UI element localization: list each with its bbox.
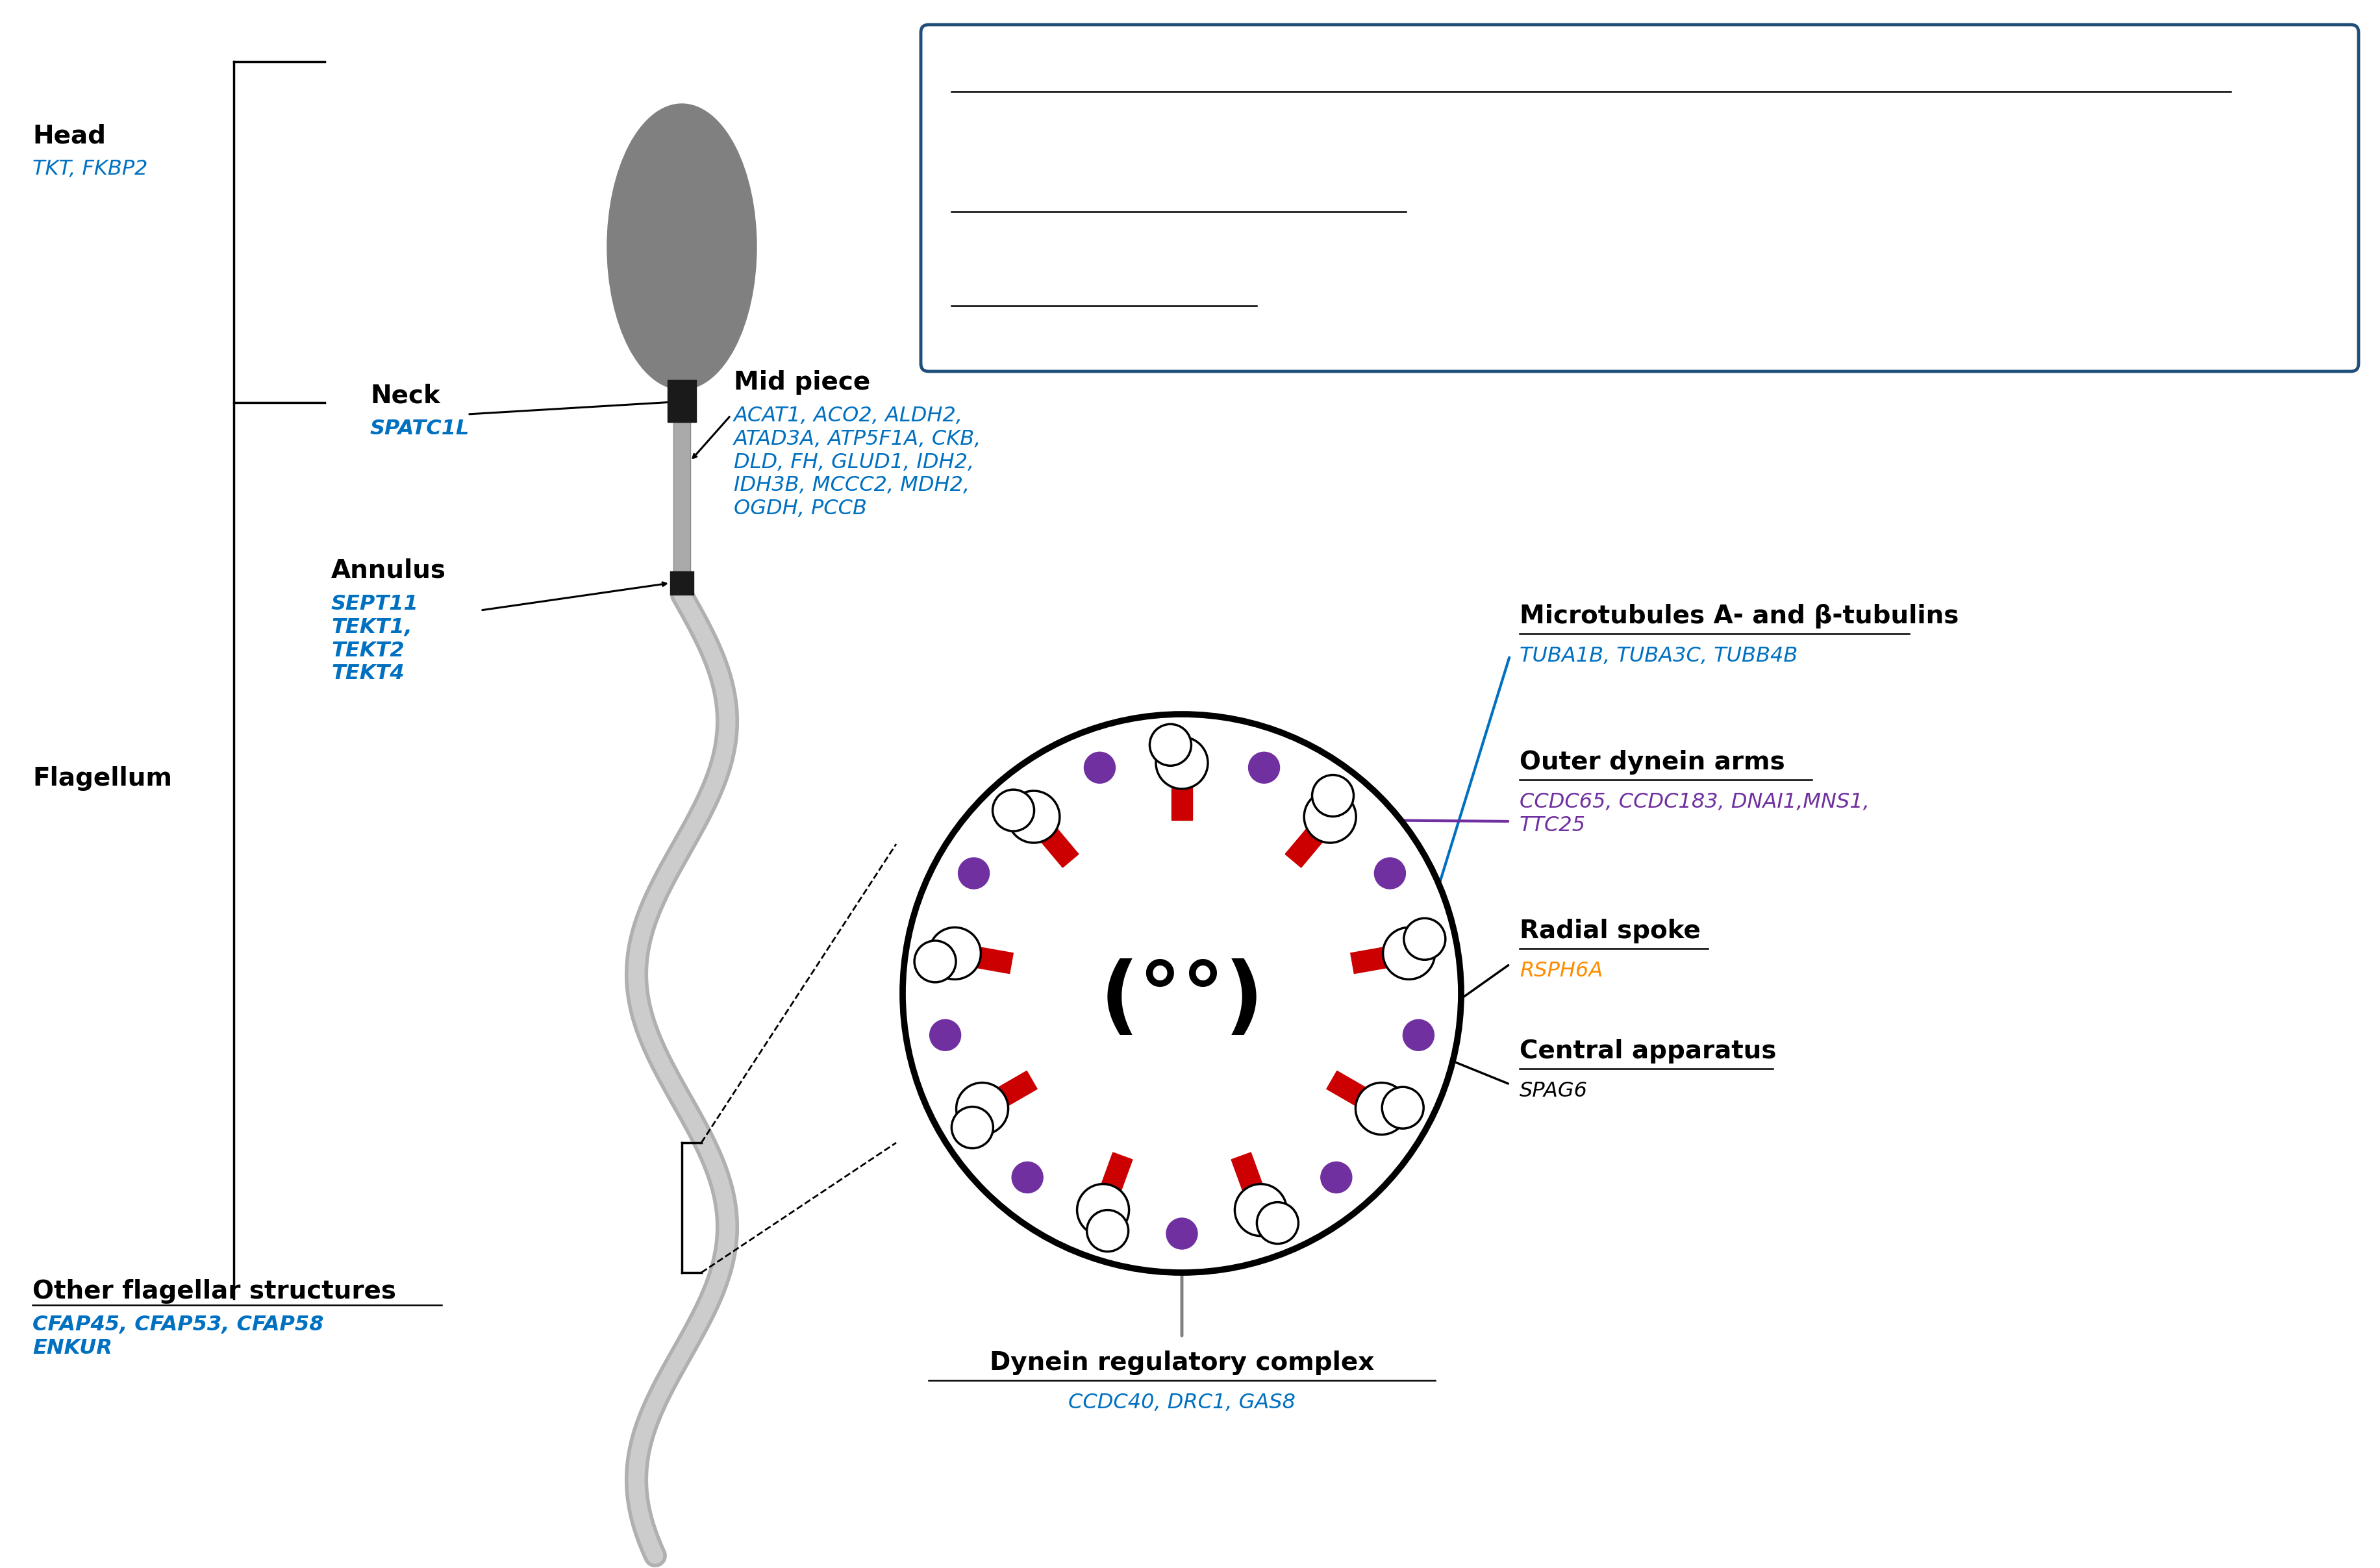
Circle shape [1373, 858, 1404, 889]
Text: TUBA1B, TUBA3C, TUBB4B: TUBA1B, TUBA3C, TUBB4B [1518, 646, 1797, 666]
Text: Neck: Neck [369, 383, 440, 408]
Circle shape [1383, 1087, 1423, 1129]
Text: Protein synthesis, folding and turnover, stress response: Protein synthesis, folding and turnover,… [952, 61, 1752, 86]
Circle shape [914, 941, 957, 982]
Text: Other flagellar structures: Other flagellar structures [33, 1279, 395, 1303]
Circle shape [1354, 1082, 1407, 1135]
Circle shape [1402, 1019, 1433, 1051]
Bar [666, 379, 695, 422]
Polygon shape [1230, 1152, 1271, 1214]
Ellipse shape [607, 103, 757, 389]
Circle shape [1383, 927, 1435, 980]
Text: Flagellum: Flagellum [33, 767, 171, 790]
Circle shape [902, 713, 1461, 1273]
Circle shape [1012, 1162, 1042, 1193]
Circle shape [1157, 737, 1207, 789]
Circle shape [1235, 1184, 1285, 1236]
Circle shape [1088, 1210, 1128, 1251]
Circle shape [957, 1082, 1009, 1135]
Text: SPAG6: SPAG6 [1518, 1080, 1587, 1101]
Circle shape [1257, 1203, 1297, 1243]
Polygon shape [1285, 811, 1338, 867]
Text: Ion and lipid binding: Ion and lipid binding [952, 182, 1245, 207]
Text: APOA1, APOA2, EFHC1, EFHC2, FABP4, PDE7A, TF: APOA1, APOA2, EFHC1, EFHC2, FABP4, PDE7A… [952, 224, 1466, 245]
Circle shape [1076, 1184, 1128, 1236]
Text: Signal transduction: Signal transduction [952, 276, 1230, 301]
Text: Microtubules A- and β-tubulins: Microtubules A- and β-tubulins [1518, 604, 1959, 629]
Circle shape [1304, 790, 1357, 842]
Text: ACAT1, ACO2, ALDH2,
ATAD3A, ATP5F1A, CKB,
DLD, FH, GLUD1, IDH2,
IDH3B, MCCC2, MD: ACAT1, ACO2, ALDH2, ATAD3A, ATP5F1A, CKB… [733, 406, 981, 519]
Text: Dynein regulatory complex: Dynein regulatory complex [990, 1350, 1373, 1375]
Circle shape [1321, 1162, 1352, 1193]
Polygon shape [1171, 764, 1192, 820]
Text: SEPT11
TEKT1,
TEKT2
TEKT4: SEPT11 TEKT1, TEKT2 TEKT4 [331, 594, 419, 684]
Polygon shape [1326, 1071, 1385, 1118]
Circle shape [1083, 753, 1114, 784]
Text: CCT2, CCT7, CNDP2, DNAJB13, HSPA8, HSPA9, HSC70,: CCT2, CCT7, CNDP2, DNAJB13, HSPA8, HSPA9… [952, 103, 1516, 124]
Circle shape [931, 1019, 962, 1051]
Text: Central apparatus: Central apparatus [1518, 1040, 1775, 1063]
Circle shape [1166, 1218, 1197, 1250]
Circle shape [928, 927, 981, 980]
Text: TKT, FKBP2: TKT, FKBP2 [33, 158, 148, 179]
Bar [674, 422, 690, 585]
Text: Head: Head [33, 124, 105, 147]
Circle shape [1404, 919, 1445, 960]
Polygon shape [976, 1071, 1038, 1118]
Circle shape [952, 1107, 992, 1148]
Polygon shape [1092, 1152, 1133, 1214]
Circle shape [1007, 790, 1059, 842]
Polygon shape [1349, 942, 1411, 974]
Text: RSPH6A: RSPH6A [1518, 961, 1602, 982]
Polygon shape [1026, 811, 1078, 867]
Text: Radial spoke: Radial spoke [1518, 919, 1699, 944]
Text: CCDC65, CCDC183, DNAI1,MNS1,
TTC25: CCDC65, CCDC183, DNAI1,MNS1, TTC25 [1518, 792, 1868, 836]
Text: CFAP45, CFAP53, CFAP58
ENKUR: CFAP45, CFAP53, CFAP58 ENKUR [33, 1316, 324, 1358]
Text: HSP90B1, HSPD1, PDIA3, PSMC5, PSMC6, THOP1: HSP90B1, HSPD1, PDIA3, PSMC5, PSMC6, THO… [952, 136, 1459, 157]
FancyBboxPatch shape [921, 25, 2359, 372]
Circle shape [1150, 724, 1190, 765]
Text: (°°): (°°) [1100, 958, 1264, 1041]
Circle shape [1247, 753, 1280, 784]
Text: Outer dynein arms: Outer dynein arms [1518, 750, 1785, 775]
Circle shape [992, 790, 1033, 831]
Circle shape [1311, 775, 1354, 817]
Text: Mid piece: Mid piece [733, 370, 871, 395]
Circle shape [959, 858, 990, 889]
Text: Annulus: Annulus [331, 558, 445, 583]
Text: NME5, NME7, RAN: NME5, NME7, RAN [952, 318, 1142, 339]
Polygon shape [952, 942, 1014, 974]
Bar [671, 571, 693, 594]
Text: SPATC1L: SPATC1L [369, 419, 469, 439]
Text: CCDC40, DRC1, GAS8: CCDC40, DRC1, GAS8 [1069, 1392, 1295, 1413]
